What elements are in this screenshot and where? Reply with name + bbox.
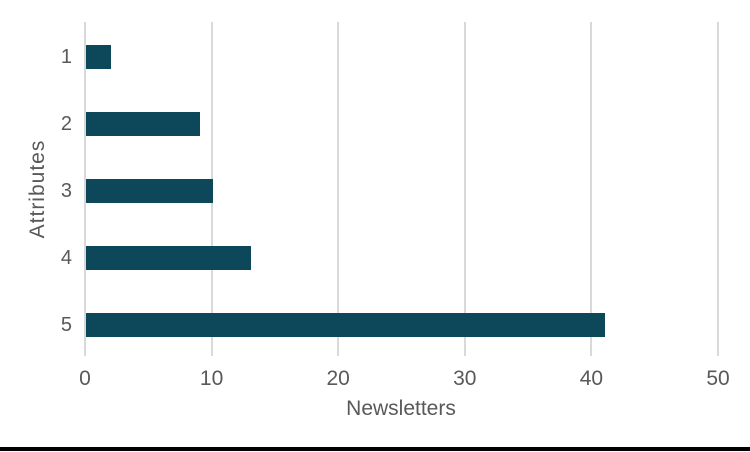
bottom-rule-divider <box>0 447 750 451</box>
y-category-label: 5 <box>60 313 72 336</box>
gridline <box>717 22 719 356</box>
gridline <box>590 22 593 356</box>
x-tick-label: 20 <box>326 367 350 390</box>
x-tick-label: 30 <box>453 367 477 390</box>
gridline <box>337 22 340 356</box>
y-category-label: 4 <box>60 246 72 269</box>
y-category-label: 3 <box>60 180 72 202</box>
bar-category-1 <box>86 45 112 70</box>
bar-category-5 <box>86 312 606 337</box>
y-category-label: 1 <box>60 46 72 69</box>
y-category-label: 2 <box>60 113 72 136</box>
bar-category-4 <box>86 245 251 270</box>
x-tick-label: 40 <box>579 367 604 390</box>
plot-area <box>84 22 719 356</box>
gridline <box>463 22 466 356</box>
bar-category-3 <box>86 179 213 203</box>
y-axis-title: Attributes <box>26 139 49 239</box>
x-tick-label: 0 <box>79 367 91 390</box>
x-tick-label: 10 <box>199 367 224 390</box>
x-axis-title: Newsletters <box>346 397 456 420</box>
x-tick-label: 50 <box>706 367 730 390</box>
gridline <box>84 22 86 356</box>
bar-category-2 <box>86 112 200 137</box>
